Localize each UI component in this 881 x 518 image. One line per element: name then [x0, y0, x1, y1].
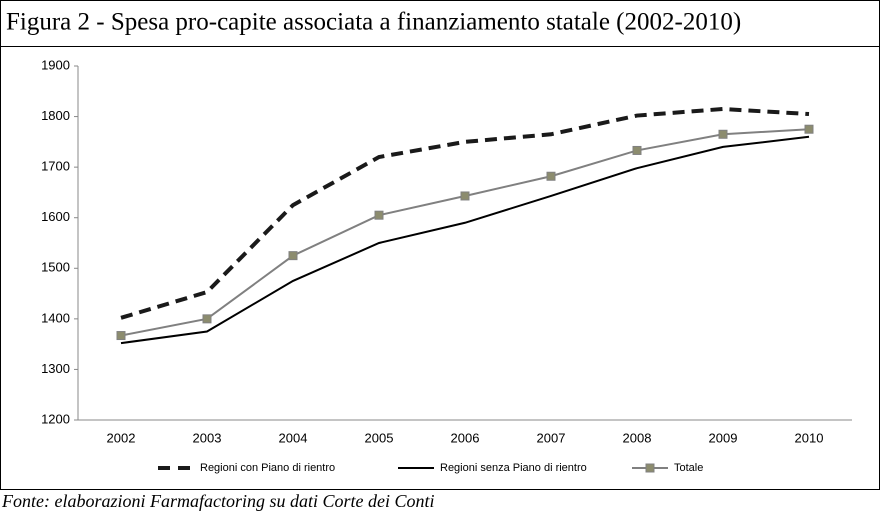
series-line — [120, 106, 810, 320]
x-tick-label: 2003 — [193, 430, 222, 445]
series-line — [120, 135, 810, 345]
legend-label: Regioni con Piano di rientro — [200, 462, 335, 474]
x-tick-label: 2004 — [279, 430, 308, 445]
x-tick-label: 2008 — [623, 430, 652, 445]
y-tick-label: 1300 — [41, 361, 70, 376]
frame — [0, 0, 880, 490]
x-tick-label: 2007 — [537, 430, 566, 445]
x-tick-label: 2009 — [709, 430, 738, 445]
x-tick-label: 2006 — [451, 430, 480, 445]
series-marker — [116, 331, 126, 341]
series-marker — [804, 124, 814, 134]
y-tick-label: 1800 — [41, 108, 70, 123]
series-line — [120, 128, 810, 337]
legend-marker — [645, 463, 655, 473]
y-tick-label: 1500 — [41, 260, 70, 275]
y-tick-label: 1900 — [41, 57, 70, 72]
y-tick-label: 1200 — [41, 411, 70, 426]
series-marker — [460, 191, 470, 201]
legend-label: Regioni senza Piano di rientro — [440, 462, 587, 474]
series-marker — [288, 251, 298, 261]
x-tick-label: 2005 — [365, 430, 394, 445]
y-tick-label: 1600 — [41, 209, 70, 224]
series-marker — [374, 210, 384, 220]
series-marker — [718, 129, 728, 139]
legend-label: Totale — [674, 462, 703, 474]
chart-title: Figura 2 - Spesa pro-capite associata a … — [6, 9, 741, 36]
x-tick-label: 2002 — [107, 430, 136, 445]
series-marker — [632, 145, 642, 155]
source-note: Fonte: elaborazioni Farmafactoring su da… — [1, 491, 434, 511]
y-tick-label: 1400 — [41, 310, 70, 325]
series-marker — [202, 314, 212, 324]
x-tick-label: 2010 — [795, 430, 824, 445]
series-marker — [546, 171, 556, 181]
y-tick-label: 1700 — [41, 159, 70, 174]
